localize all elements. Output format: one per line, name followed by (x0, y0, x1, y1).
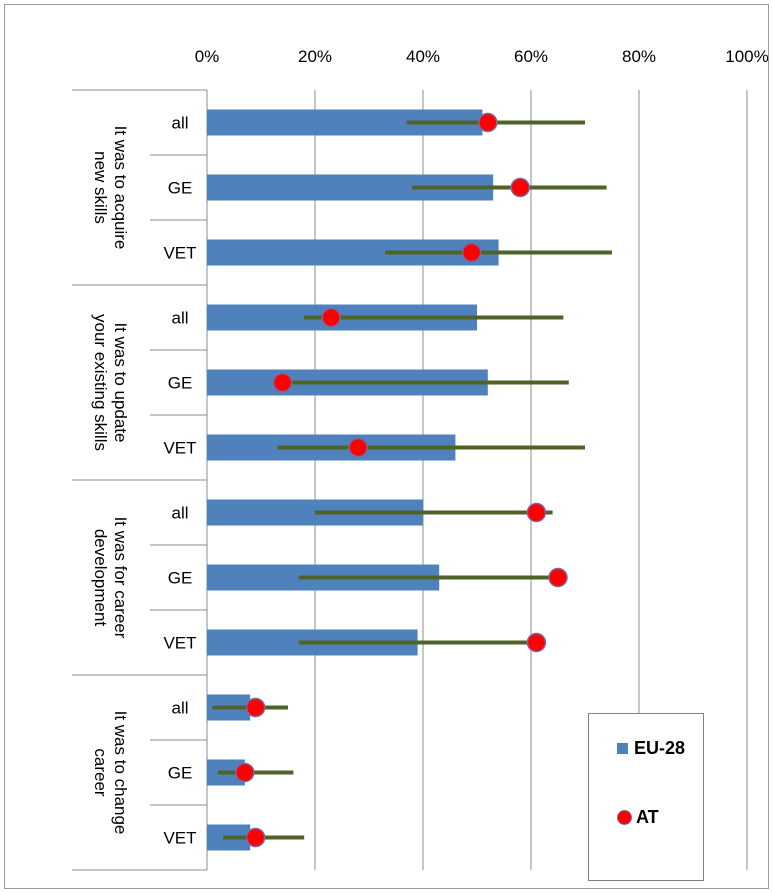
category-label: GE (168, 569, 193, 588)
category-label: VET (163, 439, 196, 458)
category-label: GE (168, 374, 193, 393)
category-label: VET (163, 829, 196, 848)
point-at (321, 307, 341, 328)
group-label-line: It was to change (111, 711, 130, 835)
x-tick-label: 0% (195, 47, 220, 66)
point-at (548, 567, 568, 588)
x-tick-label: 100% (725, 47, 768, 66)
group-label-line: your existing skills (91, 314, 110, 451)
group-label-line: new skills (91, 151, 110, 224)
category-label: GE (168, 179, 193, 198)
group-label-line: development (91, 529, 110, 627)
x-tick-label: 80% (622, 47, 656, 66)
point-at (526, 632, 547, 653)
group-label-line: It was for career (111, 517, 130, 639)
legend-swatch-at (617, 810, 632, 825)
point-at (272, 372, 293, 393)
group-label-line: It was to acquire (111, 126, 130, 250)
category-label: VET (163, 244, 196, 263)
legend: EU-28 AT (588, 713, 704, 881)
legend-item-eu28: EU-28 (617, 738, 685, 759)
group-label: It was to changecareer (91, 711, 130, 835)
category-label: all (171, 114, 188, 133)
legend-item-at: AT (617, 807, 659, 828)
point-at (245, 827, 266, 848)
point-at (245, 697, 266, 718)
group-label-line: It was to update (111, 322, 130, 442)
category-label: all (171, 699, 188, 718)
category-label: VET (163, 634, 196, 653)
x-tick-label: 60% (514, 47, 548, 66)
point-at (348, 437, 368, 458)
group-label-line: career (91, 748, 110, 797)
legend-label-eu28: EU-28 (634, 738, 686, 758)
group-label: It was for careerdevelopment (91, 517, 130, 639)
x-tick-label: 40% (406, 47, 440, 66)
point-at (510, 177, 530, 198)
legend-label-at: AT (636, 807, 659, 827)
category-label: all (171, 309, 188, 328)
group-label: It was to updateyour existing skills (91, 314, 130, 451)
point-at (526, 502, 547, 523)
x-tick-label: 20% (298, 47, 332, 66)
category-label: GE (168, 764, 193, 783)
group-label: It was to acquirenew skills (91, 126, 130, 250)
point-at (478, 112, 498, 133)
category-label: all (171, 504, 188, 523)
point-at (461, 242, 482, 263)
point-at (235, 762, 255, 783)
legend-swatch-eu28 (617, 743, 628, 754)
